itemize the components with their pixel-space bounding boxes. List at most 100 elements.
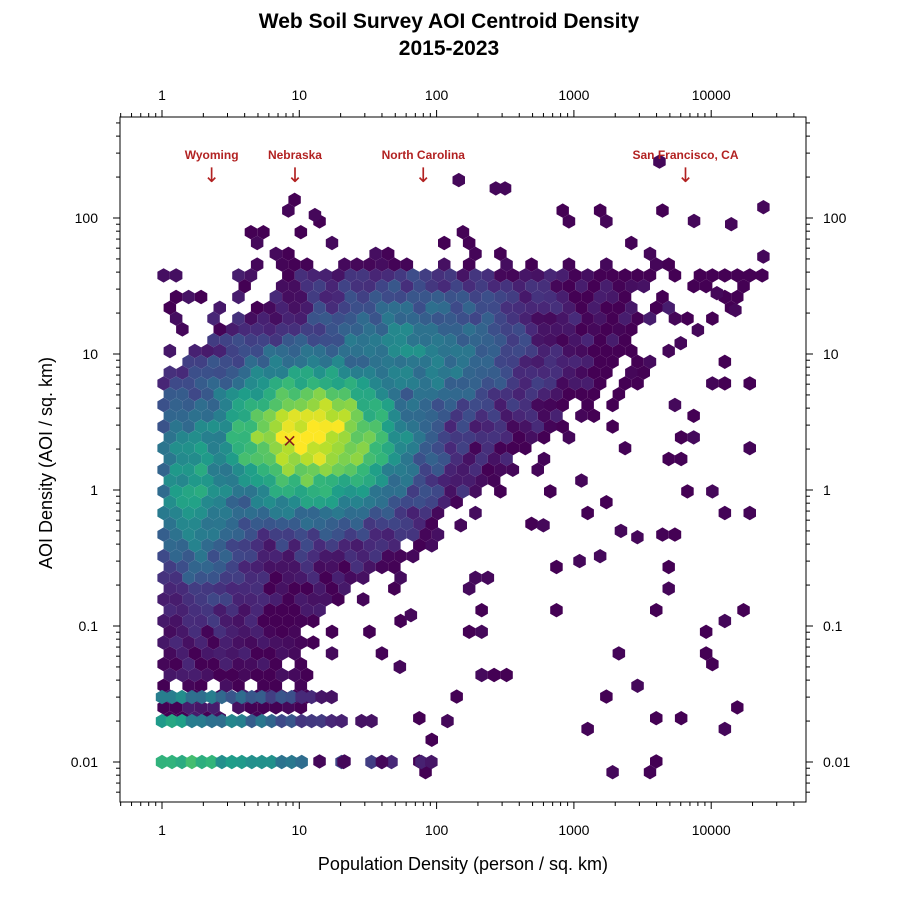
- hexbin-cell: [219, 397, 233, 413]
- hexbin-cell: [325, 559, 339, 575]
- hexbin-cell: [250, 559, 264, 575]
- hexbin-cell: [494, 354, 507, 369]
- hexbin-cell: [157, 527, 170, 542]
- hexbin-cell: [182, 592, 195, 607]
- hexbin-cell: [456, 268, 470, 283]
- hexbin-cell: [300, 581, 314, 596]
- hexbin-cell: [481, 311, 495, 326]
- hexbin-cell: [294, 635, 308, 650]
- hexbin-cell: [438, 430, 451, 445]
- hexbin-cell: [194, 397, 208, 413]
- hexbin-cell: [263, 343, 276, 359]
- hexbin-cell: [188, 603, 202, 618]
- hexbin-cell: [394, 397, 407, 413]
- hexbin-cell: [244, 592, 258, 607]
- y-tick-label-right: 0.01: [823, 754, 850, 770]
- hexbin-cell: [194, 635, 208, 650]
- hexbin-cell: [263, 451, 276, 467]
- hexbin-cell: [350, 516, 364, 531]
- hexbin-cell: [182, 613, 195, 629]
- hexbin-cell: [169, 289, 183, 305]
- hexbin-cell: [263, 365, 276, 380]
- hexbin-cell: [319, 311, 332, 326]
- hexbin-cell: [363, 538, 376, 553]
- hexbin-cell: [263, 387, 276, 402]
- hexbin-cell: [394, 333, 407, 348]
- hexbin-cell: [519, 419, 532, 434]
- hexbin-cell: [350, 473, 364, 488]
- hexbin-cell: [500, 300, 513, 315]
- hexbin-cell: [469, 441, 482, 456]
- hexbin-cell: [250, 451, 264, 467]
- hexbin-cell: [250, 343, 264, 359]
- hexbin-cell: [188, 495, 202, 510]
- hexbin-cell: [257, 376, 270, 391]
- hexbin-cell: [581, 505, 594, 521]
- hexbin-cell: [282, 527, 295, 542]
- hexbin-cell: [226, 603, 239, 618]
- hexbin-cell: [444, 376, 457, 391]
- hexbin-cell: [506, 289, 520, 305]
- hexbin-cell: [369, 484, 382, 499]
- hexbin-cell: [612, 387, 626, 402]
- hexbin-cell: [307, 505, 320, 521]
- hexbin-cell: [462, 235, 476, 251]
- hexbin-cell: [338, 387, 351, 402]
- hexbin-cell: [235, 689, 248, 705]
- hexbin-cell: [481, 289, 495, 305]
- hexbin-cell: [394, 570, 407, 585]
- hexbin-cell: [431, 311, 445, 326]
- hexbin-cell: [381, 441, 395, 456]
- hexbin-cell: [250, 387, 264, 402]
- hexbin-cell: [612, 322, 626, 337]
- hexbin-cell: [537, 387, 551, 402]
- hexbin-cell: [450, 365, 463, 380]
- hexbin-cell: [250, 516, 264, 531]
- hexbin-cell: [263, 408, 276, 423]
- hexbin-cell: [265, 713, 278, 729]
- hexbin-cell: [718, 613, 732, 629]
- hexbin-cell: [625, 235, 638, 251]
- annotation-arrow: ↓: [287, 163, 304, 187]
- hexbin-cell: [226, 430, 239, 445]
- hexbin-cell: [381, 246, 395, 261]
- hexbin-cell: [363, 322, 376, 337]
- hexbin-cell: [512, 279, 526, 294]
- hexbin-cell: [194, 419, 208, 434]
- hexbin-cell: [257, 225, 270, 240]
- hexbin-cell: [207, 549, 220, 564]
- hexbin-cell: [207, 333, 220, 348]
- hexbin-cell: [487, 300, 501, 315]
- hexbin-cell: [238, 495, 251, 510]
- hexbin-cell: [294, 570, 308, 585]
- hexbin-cell: [344, 419, 357, 434]
- hexbin-cell: [718, 721, 732, 737]
- hexbin-cell: [194, 549, 208, 564]
- hexbin-cell: [244, 354, 258, 369]
- hexbin-cell: [525, 322, 538, 337]
- hexbin-cell: [201, 387, 214, 402]
- hexbin-cell: [182, 549, 195, 564]
- hexbin-cell: [157, 462, 170, 477]
- hexbin-cell: [537, 430, 551, 445]
- hexbin-cell: [213, 365, 226, 380]
- hexbin-cell: [201, 343, 214, 359]
- hexbin-cell: [257, 678, 270, 693]
- hexbin-cell: [250, 581, 264, 596]
- hexbin-cell: [244, 441, 258, 456]
- hexbin-cell: [157, 635, 170, 650]
- hexbin-cell: [325, 538, 339, 553]
- hexbin-cell: [668, 527, 682, 542]
- hexbin-cell: [263, 624, 276, 639]
- hexbin-cell: [275, 624, 289, 639]
- hexbin-cell: [226, 343, 239, 359]
- hexbin-cell: [456, 376, 470, 391]
- hexbin-cell: [332, 592, 345, 607]
- hexbin-cell: [235, 754, 248, 770]
- hexbin-cell: [325, 581, 339, 596]
- hexbin-cell: [157, 549, 170, 564]
- hexbin-cell: [294, 376, 308, 391]
- hexbin-cell: [257, 549, 270, 564]
- hexbin-cell: [313, 581, 326, 596]
- hexbin-cell: [188, 473, 202, 488]
